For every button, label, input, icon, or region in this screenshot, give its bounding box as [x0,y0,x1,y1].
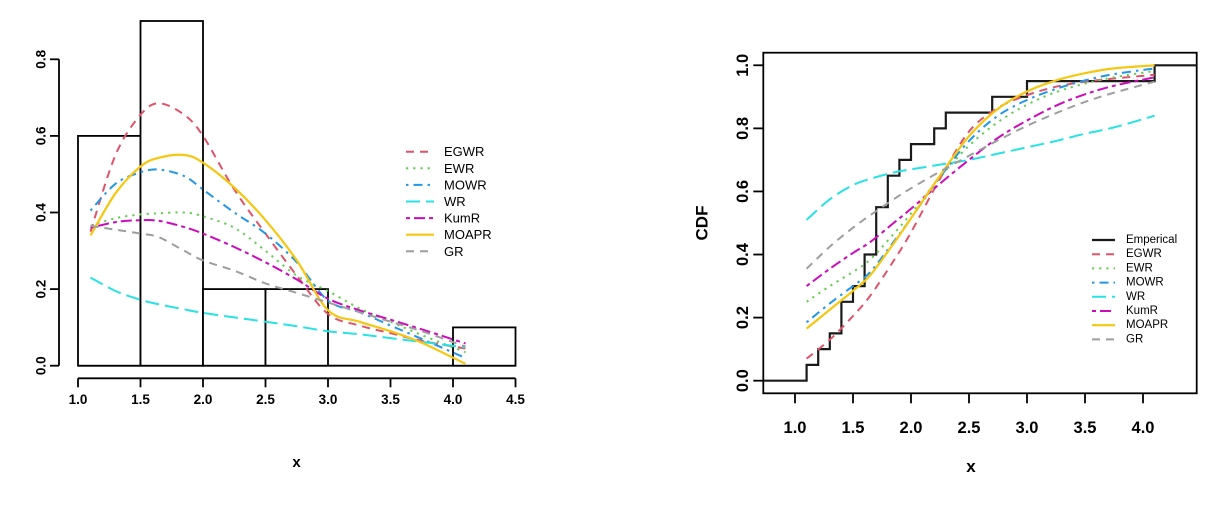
series-curve-EGWR [89,102,466,350]
legend-label-EGWR: EGWR [444,144,484,159]
y-tick-label: 0.0 [34,356,49,375]
histogram-bar [139,20,204,367]
legend-label-MOWR: MOWR [444,177,487,192]
legend-label-MOWR: MOWR [1126,277,1164,289]
x-tick-label: 3.5 [381,392,400,407]
y-tick-label: 0.2 [734,306,752,329]
legend-label-WR: WR [444,194,466,209]
legend-label-MOAPR: MOAPR [444,227,492,242]
density-chart-svg: 0.0 0.2 0.4 0.6 0.8 1.0 1.5 2.0 2.5 3.0 3.5 4.0 4.5 x… [34,20,525,471]
legend-label-Emperical: Emperical [1126,234,1177,246]
series-curve-MOWR [89,168,466,359]
series-curve-MOAPR [805,64,1155,330]
legend-label-GR: GR [444,244,464,259]
histogram-bar [202,288,267,367]
series-curve-EWR [806,70,1155,303]
x-tick-label: 1.0 [784,419,807,437]
y-axis-title: CDF [693,206,712,241]
x-axis-title: x [292,454,301,471]
legend-label-EGWR: EGWR [1126,248,1162,260]
y-tick-label: 0.6 [734,180,752,203]
x-tick-label: 3.0 [1016,419,1039,437]
series-curve-MOAPR [89,153,466,365]
x-tick-label: 4.0 [1132,419,1155,437]
x-tick-label: 2.5 [256,392,275,407]
legend-label-GR: GR [1126,333,1143,345]
cdf-panel: 1.0 1.5 2.0 2.5 3.0 3.5 4.0 0.0 0.2 0.4 0.6 0.8 1.0 x… [605,0,1211,508]
y-tick-label: 1.0 [734,54,752,77]
y-tick-label: 0.4 [34,203,49,222]
series-curve-WR [90,276,466,349]
y-tick-label: 0.2 [34,280,49,299]
series-curve-WR [805,114,1155,221]
y-tick-label: 0.4 [734,242,752,266]
series-curve-EGWR [805,73,1155,360]
x-tick-label: 1.5 [131,392,150,407]
empirical-cdf-line [763,64,1197,382]
x-tick-label: 4.5 [506,392,525,407]
x-tick-label: 2.0 [194,392,213,407]
legend-label-KumR: KumR [1126,305,1158,317]
series-curve-GR [90,224,466,348]
y-tick-label: 0.8 [34,49,49,68]
x-axis-title: x [966,457,976,476]
x-tick-label: 1.0 [69,392,88,407]
x-tick-label: 4.0 [444,392,463,407]
series-curve-GR [805,80,1155,270]
series-curve-KumR [806,76,1155,287]
legend-label-EWR: EWR [444,161,474,176]
plot-frame [762,51,1198,395]
density-histogram-panel: 0.0 0.2 0.4 0.6 0.8 1.0 1.5 2.0 2.5 3.0 3.5 4.0 4.5 x… [0,0,605,508]
legend-label-WR: WR [1126,291,1145,303]
y-tick-label: 0.6 [34,126,49,145]
y-tick-label: 0.8 [734,117,752,140]
series-curve-MOWR [805,67,1155,324]
x-tick-label: 2.5 [958,419,981,437]
series-curve-EWR [90,211,466,354]
x-tick-label: 2.0 [900,419,923,437]
legend-label-KumR: KumR [444,211,480,226]
legend-label-MOAPR: MOAPR [1126,319,1168,331]
x-tick-label: 3.5 [1074,419,1097,437]
x-tick-label: 1.5 [842,419,865,437]
cdf-chart-svg: 1.0 1.5 2.0 2.5 3.0 3.5 4.0 0.0 0.2 0.4 0.6 0.8 1.0 x… [693,51,1198,476]
legend-label-EWR: EWR [1126,262,1153,274]
x-tick-label: 3.0 [319,392,338,407]
y-tick-label: 0.0 [734,369,752,392]
